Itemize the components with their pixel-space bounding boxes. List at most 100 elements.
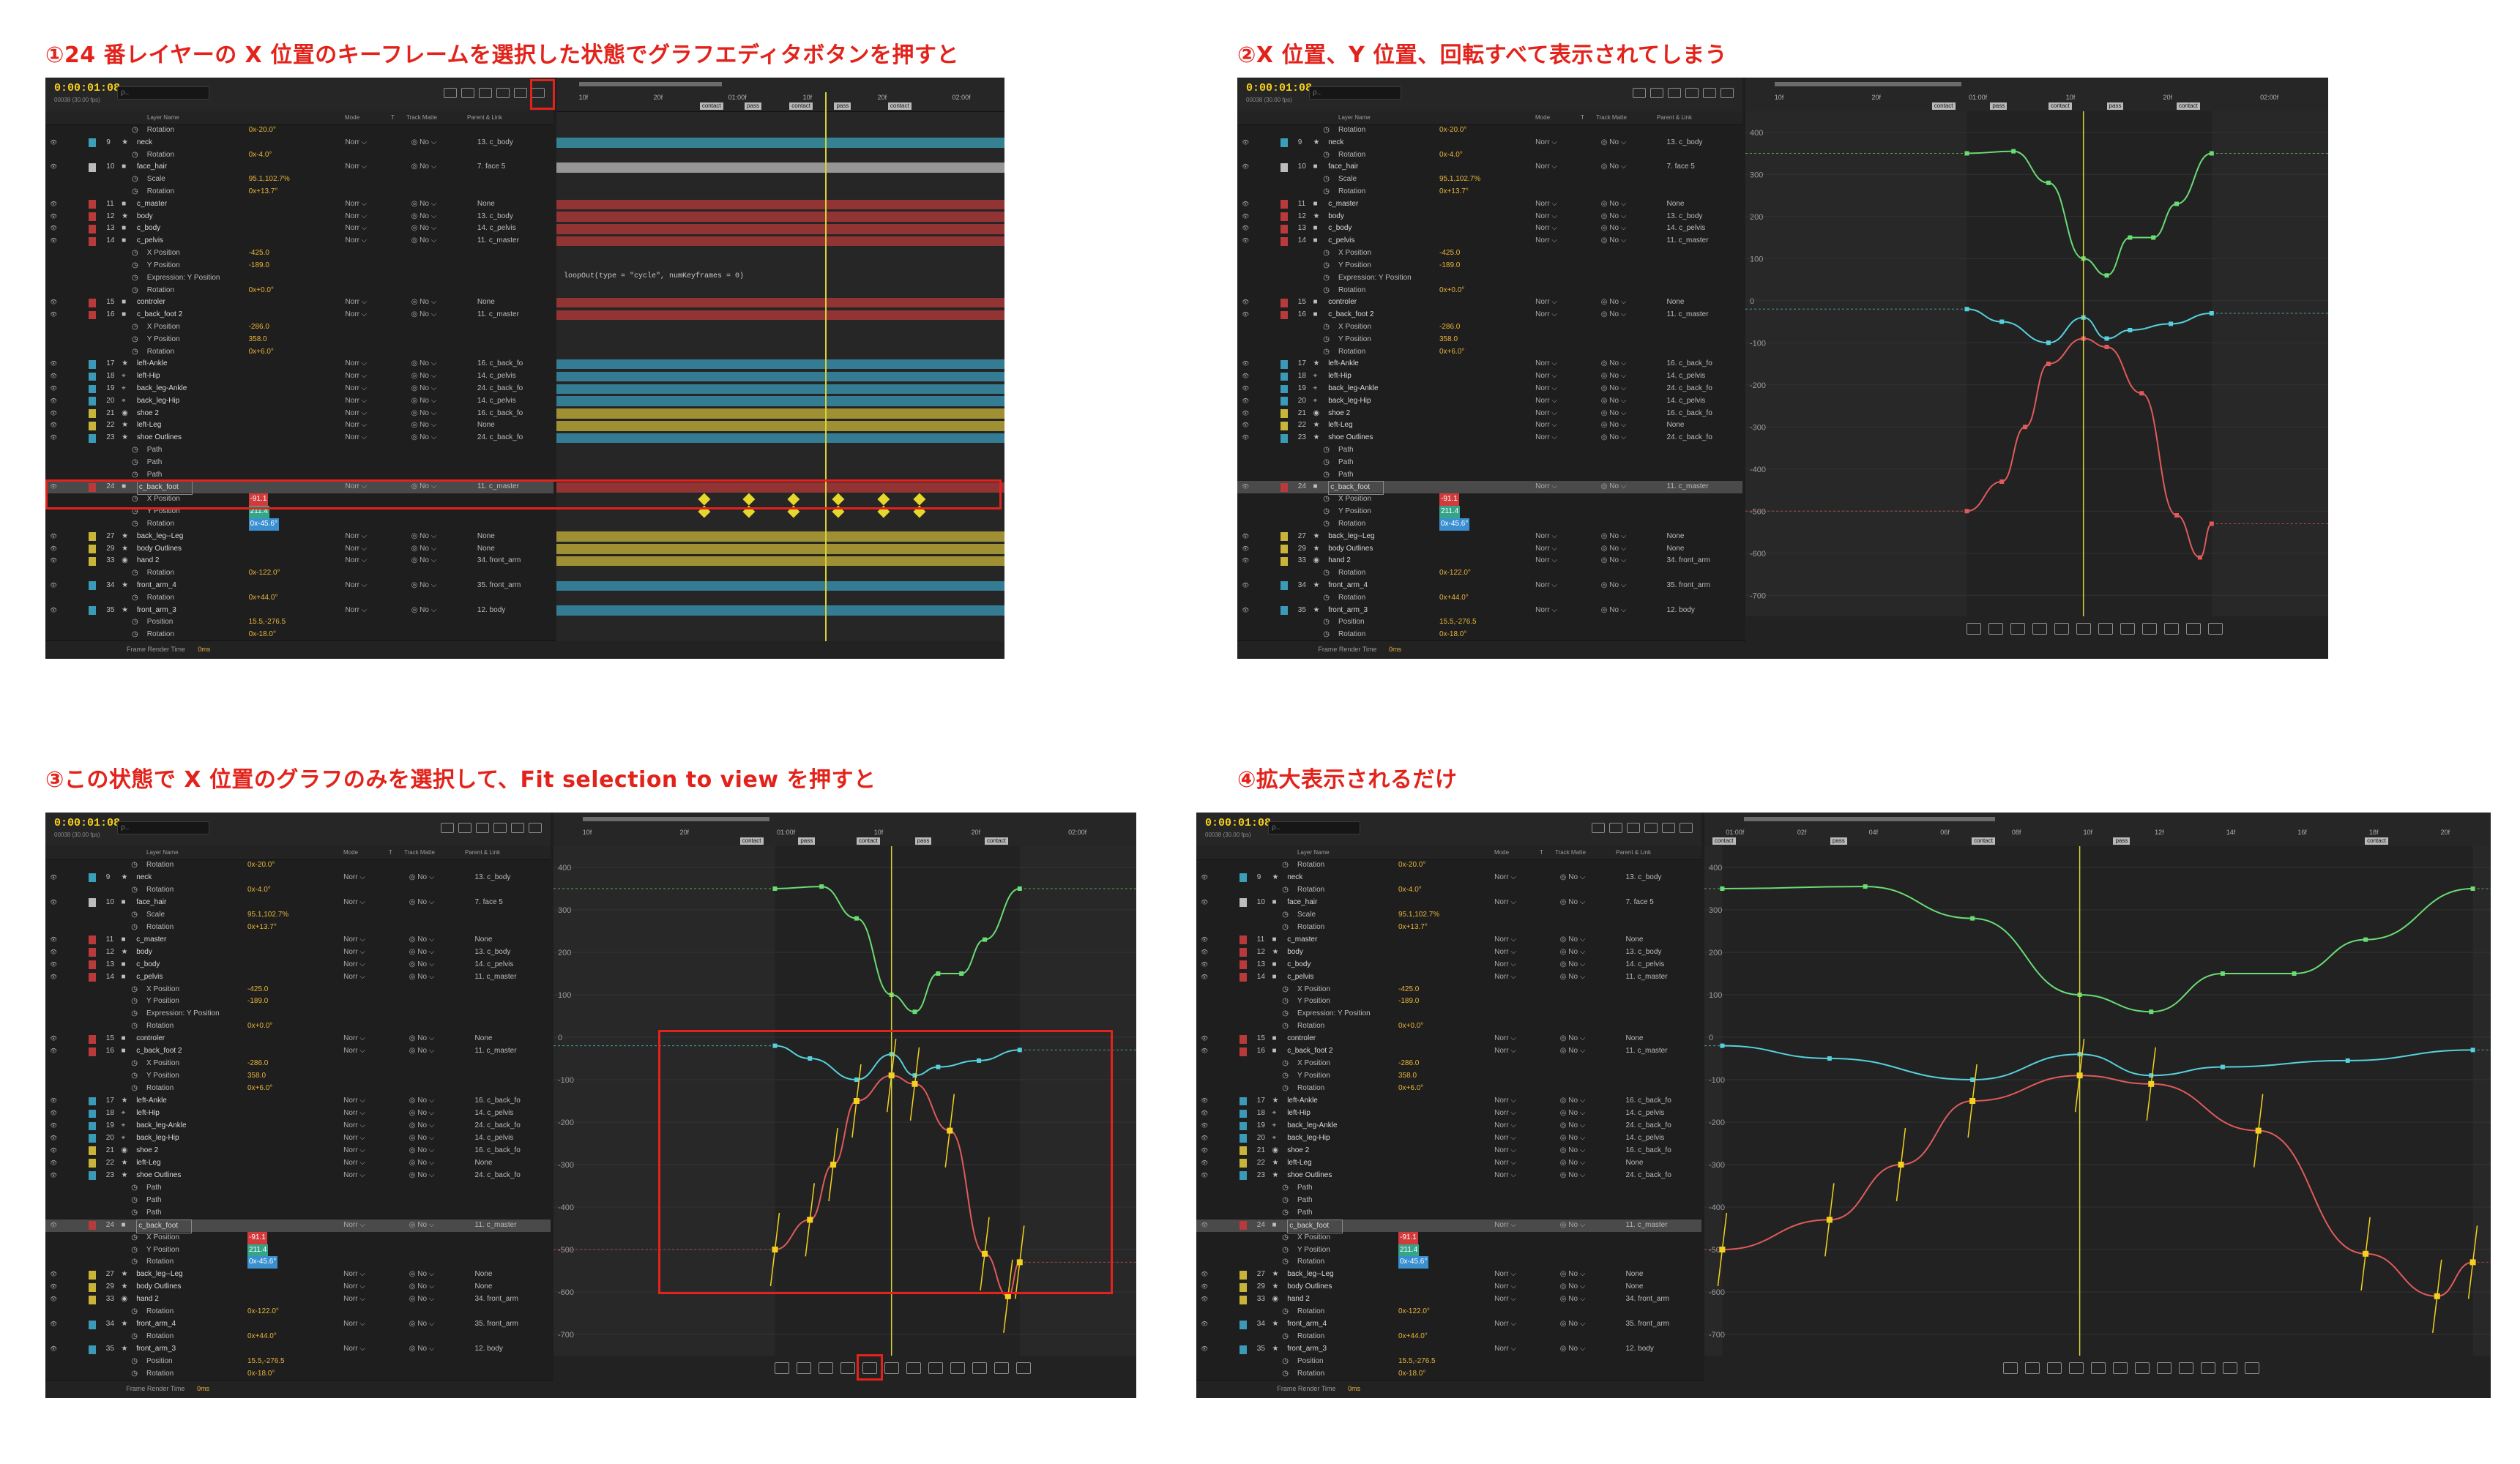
stopwatch-icon[interactable]: ◷ (1323, 593, 1330, 602)
parent-select[interactable]: 16. c_back_fo (1625, 1097, 1671, 1105)
label-color-swatch[interactable] (1239, 1047, 1247, 1056)
visibility-eye-icon[interactable]: 👁 (50, 422, 58, 429)
property-row[interactable]: ◷ Y Position -189.0 (45, 260, 553, 272)
property-value[interactable]: 211.4 (1398, 1244, 1420, 1257)
property-value[interactable]: 0x-122.0° (1439, 569, 1471, 578)
parent-select[interactable]: 35. front_arm (1666, 580, 1710, 589)
layer-name[interactable]: hand 2 (1287, 1295, 1310, 1304)
property-row[interactable]: ◷ Rotation 0x+13.7° (1237, 186, 1742, 198)
property-row[interactable]: ◷ Path (1196, 1182, 1701, 1195)
property-value[interactable]: 0x+0.0° (1398, 1022, 1424, 1031)
blend-mode-select[interactable]: Norr ⌵ (345, 482, 368, 491)
parent-select[interactable]: 13. c_body (474, 947, 511, 956)
stopwatch-icon[interactable]: ◷ (131, 335, 138, 343)
stopwatch-icon[interactable]: ◷ (1282, 1245, 1289, 1254)
layer-name[interactable]: neck (1287, 873, 1303, 881)
visibility-eye-icon[interactable]: 👁 (1201, 873, 1209, 881)
time-ruler[interactable]: 10f 20f 01:00f 10f 20f 02:00f contact pass conta… (556, 78, 1004, 112)
property-value[interactable]: -425.0 (1439, 249, 1461, 258)
visibility-eye-icon[interactable]: 👁 (1201, 1110, 1209, 1117)
layer-name[interactable]: controler (136, 298, 165, 307)
linear-keys-icon[interactable] (2201, 1362, 2216, 1374)
layer-duration-bar[interactable] (556, 408, 1004, 419)
blend-mode-select[interactable]: Norr ⌵ (343, 1146, 365, 1154)
track-matte-select[interactable]: ◎ No ⌵ (411, 531, 437, 540)
label-color-swatch[interactable] (1280, 433, 1288, 443)
label-color-swatch[interactable] (1280, 421, 1288, 430)
parent-select[interactable]: 16. c_back_fo (1666, 359, 1712, 368)
layer-name[interactable]: c_back_foot (1287, 1219, 1343, 1233)
track-matte-select[interactable]: ◎ No ⌵ (1559, 1121, 1586, 1129)
stopwatch-icon[interactable]: ◷ (1282, 1208, 1289, 1217)
property-value[interactable]: 0x-4.0° (1439, 150, 1463, 159)
layer-name[interactable]: body Outlines (1328, 544, 1373, 553)
parent-select[interactable]: 13. c_body (1666, 138, 1703, 146)
stopwatch-icon[interactable]: ◷ (1282, 1233, 1289, 1241)
blend-mode-select[interactable]: Norr ⌵ (343, 1220, 365, 1229)
property-value[interactable]: 0x+13.7° (1439, 187, 1469, 196)
layer-row[interactable]: 👁 23 ★ shoe Outlines Norr ⌵ ◎ No ⌵ 24. c_back_… (1237, 432, 1742, 444)
label-color-swatch[interactable] (1280, 163, 1288, 172)
track-matte-select[interactable]: ◎ No ⌵ (409, 1170, 435, 1179)
layer-duration-bar[interactable] (556, 482, 1004, 493)
layer-row[interactable]: 👁 11 ■ c_master Norr ⌵ ◎ No ⌵ None (1237, 198, 1742, 211)
visibility-eye-icon[interactable]: 👁 (50, 935, 58, 943)
graph-editor[interactable]: 400 300 200 100 0 -100 -200 -300 -400 -500 -600 -70… (1704, 846, 2491, 1356)
blend-mode-select[interactable]: Norr ⌵ (345, 580, 368, 589)
time-ruler[interactable]: 01:00f 02f 04f 06f 08f 10f 12f 14f 16f 18f 20f cont… (1704, 813, 2491, 847)
layer-name[interactable]: back_leg-Hip (136, 396, 180, 405)
parent-select[interactable]: None (477, 544, 495, 553)
auto-bezier-icon[interactable] (994, 1362, 1010, 1374)
visibility-eye-icon[interactable]: 👁 (50, 1097, 58, 1105)
track-matte-select[interactable]: ◎ No ⌵ (409, 1097, 435, 1105)
layer-row[interactable]: 👁 35 ★ front_arm_3 Norr ⌵ ◎ No ⌵ 12. body (45, 605, 553, 617)
property-row[interactable]: ◷ Rotation 0x+0.0° (1237, 285, 1742, 297)
blend-mode-select[interactable]: Norr ⌵ (1494, 873, 1516, 881)
label-color-swatch[interactable] (88, 1034, 96, 1044)
label-color-swatch[interactable] (1239, 1171, 1247, 1181)
fit-selection-to-view-icon[interactable] (2054, 623, 2070, 635)
label-color-swatch[interactable] (88, 948, 96, 957)
frame-blend-icon[interactable] (1644, 823, 1658, 833)
track-matte-select[interactable]: ◎ No ⌵ (411, 482, 437, 491)
blend-mode-select[interactable]: Norr ⌵ (1494, 935, 1516, 944)
eye-icon[interactable] (2003, 1362, 2018, 1374)
track-matte-select[interactable]: ◎ No ⌵ (411, 199, 437, 208)
draft-3d-icon[interactable] (461, 88, 474, 98)
parent-select[interactable]: None (1666, 531, 1685, 540)
edit-selected-keys-icon[interactable] (2120, 623, 2136, 635)
label-color-swatch[interactable] (1280, 482, 1288, 492)
magnet-icon[interactable] (2032, 623, 2048, 635)
playhead[interactable] (825, 92, 827, 641)
stopwatch-icon[interactable]: ◷ (1323, 150, 1330, 159)
label-color-swatch[interactable] (1280, 532, 1288, 541)
layer-name[interactable]: left-Hip (136, 1109, 160, 1118)
track-matte-select[interactable]: ◎ No ⌵ (1600, 408, 1627, 417)
search-input[interactable]: ρ.. (117, 821, 209, 834)
layer-row[interactable]: 👁 9 ★ neck Norr ⌵ ◎ No ⌵ 13. c_body (45, 872, 551, 884)
stopwatch-icon[interactable]: ◷ (1282, 885, 1289, 894)
layer-row[interactable]: 👁 15 ■ controler Norr ⌵ ◎ No ⌵ None (45, 1033, 551, 1045)
layer-duration-bar[interactable] (556, 199, 1004, 209)
layer-row[interactable]: 👁 12 ★ body Norr ⌵ ◎ No ⌵ 13. c_body (1196, 946, 1701, 959)
layer-name[interactable]: left-Leg (1328, 421, 1353, 430)
visibility-eye-icon[interactable]: 👁 (50, 1110, 58, 1117)
visibility-eye-icon[interactable]: 👁 (50, 373, 58, 380)
track-matte-select[interactable]: ◎ No ⌵ (411, 421, 437, 430)
property-value[interactable]: 0x-4.0° (248, 150, 272, 159)
layer-duration-bar[interactable] (556, 556, 1004, 567)
label-color-swatch[interactable] (88, 1221, 96, 1230)
layer-name[interactable]: left-Ankle (1328, 359, 1359, 368)
property-row[interactable]: ◷ Path (1237, 444, 1742, 457)
layer-name[interactable]: c_back_foot 2 (136, 1047, 182, 1056)
stopwatch-icon[interactable]: ◷ (131, 347, 138, 356)
visibility-eye-icon[interactable]: 👁 (50, 1283, 58, 1291)
visibility-eye-icon[interactable]: 👁 (1201, 1097, 1209, 1105)
layer-duration-bar[interactable] (556, 421, 1004, 431)
motion-blur-icon[interactable] (511, 823, 524, 833)
layer-row[interactable]: 👁 11 ■ c_master Norr ⌵ ◎ No ⌵ None (45, 934, 551, 946)
parent-select[interactable]: 11. c_master (474, 1220, 517, 1229)
layer-name[interactable]: c_master (1287, 935, 1318, 944)
layer-name[interactable]: c_back_foot 2 (1328, 310, 1374, 319)
comp-marker[interactable]: contact (1931, 102, 1956, 110)
